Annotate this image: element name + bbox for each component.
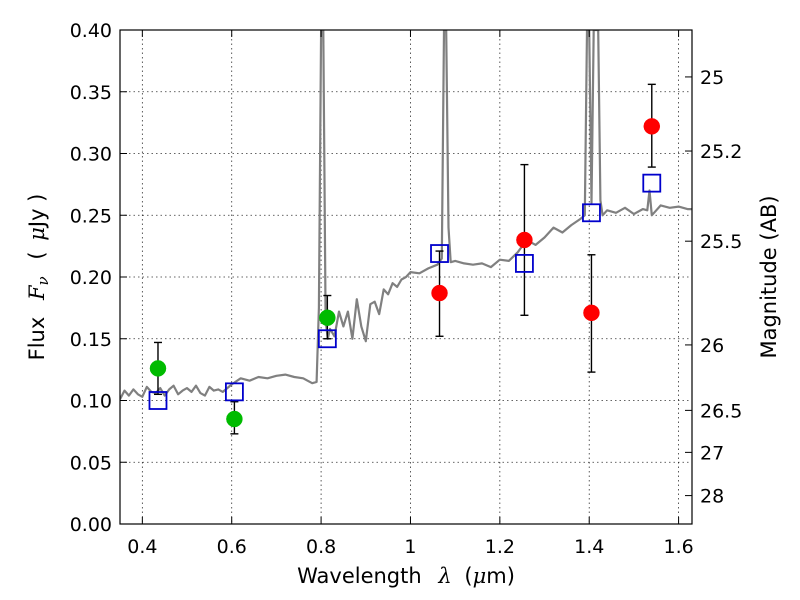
y-axis-label-subscript: ν bbox=[34, 276, 52, 285]
y-tick-label-1: 0.05 bbox=[70, 452, 112, 474]
y2-tick-label-2: 25.5 bbox=[700, 231, 742, 253]
red-point-3 bbox=[643, 118, 661, 135]
model-square-5 bbox=[582, 203, 601, 223]
red-point-2 bbox=[583, 304, 600, 322]
y-axis-label-unit-open: ( bbox=[25, 251, 49, 259]
x-axis-label-text: Wavelength bbox=[297, 564, 422, 588]
green-point-0 bbox=[149, 360, 167, 377]
red-point-1 bbox=[516, 231, 533, 249]
y2-tick-label-4: 26.5 bbox=[700, 400, 742, 422]
x-tick-label-5: 1.4 bbox=[574, 536, 604, 558]
y-tick-label-6: 0.30 bbox=[70, 144, 112, 166]
x-axis-label: Wavelength λ (μm) bbox=[297, 564, 515, 588]
model-square-0 bbox=[148, 391, 168, 410]
axes-ticks: 0.4 0.6 0.8 1 1.2 1.4 1.6 0.00 0.05 0.10 0.15 0.20 0… bbox=[70, 20, 743, 558]
y-axis-label-unit-rest: Jy ) bbox=[25, 194, 49, 230]
y-tick-label-0: 0.00 bbox=[70, 514, 112, 536]
model-square-6 bbox=[642, 173, 662, 193]
y2-tick-label-6: 28 bbox=[700, 486, 724, 508]
x-tick-label-6: 1.6 bbox=[663, 536, 693, 558]
y-tick-label-4: 0.20 bbox=[70, 267, 112, 289]
series-line-model-sed bbox=[120, 30, 692, 400]
y2-axis-label: Magnitude (AB) bbox=[757, 195, 781, 358]
y-axis-label-symbol: F bbox=[25, 284, 49, 301]
x-tick-label-1: 0.6 bbox=[217, 536, 247, 558]
y-tick-label-2: 0.10 bbox=[70, 391, 112, 413]
model-square-4 bbox=[515, 254, 534, 273]
y-axis-label-unit-mu: μ bbox=[25, 227, 49, 241]
y2-tick-label-1: 25.2 bbox=[700, 141, 742, 163]
y2-tick-label-5: 27 bbox=[700, 442, 724, 464]
x-tick-label-3: 1 bbox=[404, 536, 416, 558]
plot-area bbox=[120, 30, 692, 435]
y-axis-label: Flux Fν ( μJy ) bbox=[25, 194, 53, 361]
y2-tick-label-3: 26 bbox=[700, 335, 724, 357]
model-square-3 bbox=[430, 244, 449, 263]
x-axis-label-unit-rest: m) bbox=[486, 564, 515, 588]
y-tick-label-8: 0.40 bbox=[70, 20, 112, 42]
model-square-2 bbox=[317, 329, 337, 349]
green-point-1 bbox=[226, 410, 243, 428]
model-square-1 bbox=[224, 382, 244, 402]
x-tick-label-4: 1.2 bbox=[485, 536, 515, 558]
green-point-2 bbox=[319, 309, 336, 327]
x-axis-label-unit-mu: μ bbox=[473, 564, 487, 588]
x-tick-label-0: 0.4 bbox=[127, 536, 157, 558]
y-tick-label-3: 0.15 bbox=[70, 329, 112, 351]
y2-tick-label-0: 25 bbox=[700, 67, 724, 89]
red-point-0 bbox=[431, 284, 448, 302]
y-tick-label-5: 0.25 bbox=[70, 205, 112, 227]
x-tick-label-2: 0.8 bbox=[306, 536, 336, 558]
y-tick-label-7: 0.35 bbox=[70, 82, 112, 104]
x-axis-label-unit-open: ( bbox=[464, 564, 472, 588]
y-axis-label-text: Flux bbox=[25, 317, 49, 361]
x-axis-label-symbol: λ bbox=[437, 564, 451, 588]
